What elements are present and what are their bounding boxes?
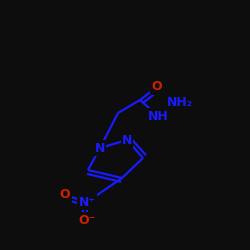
Text: N: N (95, 142, 105, 154)
Text: NH₂: NH₂ (167, 96, 193, 110)
Text: O: O (152, 80, 162, 94)
Text: N: N (122, 134, 132, 146)
Text: NH: NH (148, 110, 169, 122)
Text: O: O (60, 188, 70, 202)
Text: O⁻: O⁻ (78, 214, 96, 226)
Text: N⁺: N⁺ (78, 196, 96, 208)
